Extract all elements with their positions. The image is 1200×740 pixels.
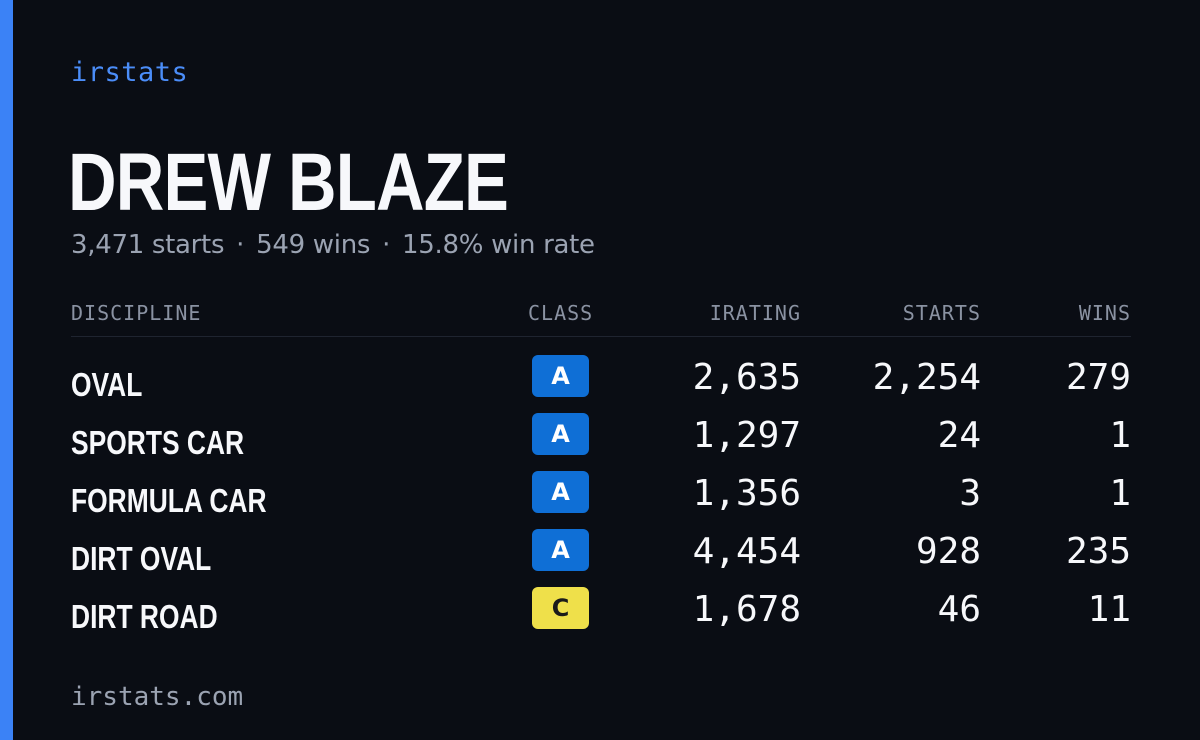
win-rate: 15.8% win rate: [402, 230, 595, 260]
class-badge: A: [532, 355, 589, 397]
wins-value: 279: [1065, 357, 1131, 398]
summary-separator: ·: [236, 230, 245, 260]
starts-value: 928: [915, 531, 981, 572]
table-row: DIRT OVAL A 4,454 928 235: [71, 527, 1131, 585]
discipline-name: OVAL: [71, 366, 143, 403]
starts-value: 46: [937, 589, 981, 630]
driver-summary: 3,471 starts · 549 wins · 15.8% win rate: [71, 228, 595, 262]
total-starts: 3,471 starts: [71, 230, 225, 260]
summary-separator: ·: [382, 230, 391, 260]
discipline-name: DIRT OVAL: [71, 540, 212, 577]
irating-value: 1,356: [692, 473, 801, 514]
table-row: OVAL A 2,635 2,254 279: [71, 353, 1131, 411]
irating-value: 1,678: [692, 589, 801, 630]
footer-url: irstats.com: [71, 682, 244, 712]
irating-value: 2,635: [692, 357, 801, 398]
irating-value: 4,454: [692, 531, 801, 572]
starts-value: 2,254: [872, 357, 981, 398]
class-badge: A: [532, 471, 589, 513]
discipline-name: DIRT ROAD: [71, 598, 218, 635]
header-discipline: DISCIPLINE: [71, 301, 202, 325]
brand-logo-text: irstats: [71, 57, 189, 88]
header-wins: WINS: [1078, 301, 1131, 325]
total-wins: 549 wins: [256, 230, 371, 260]
table-header: DISCIPLINE CLASS IRATING STARTS WINS: [71, 300, 1131, 337]
header-starts: STARTS: [902, 301, 981, 325]
class-badge: C: [532, 587, 589, 629]
table-row: DIRT ROAD C 1,678 46 11: [71, 585, 1131, 643]
table-body: OVAL A 2,635 2,254 279 SPORTS CAR A 1,29…: [71, 337, 1131, 643]
table-row: FORMULA CAR A 1,356 3 1: [71, 469, 1131, 527]
header-class: CLASS: [528, 301, 594, 325]
discipline-name: SPORTS CAR: [71, 424, 245, 461]
wins-value: 11: [1087, 589, 1131, 630]
wins-value: 235: [1065, 531, 1131, 572]
discipline-name: FORMULA CAR: [71, 482, 267, 519]
table-row: SPORTS CAR A 1,297 24 1: [71, 411, 1131, 469]
header-irating: IRATING: [709, 301, 801, 325]
starts-value: 3: [959, 473, 981, 514]
accent-bar: [0, 0, 13, 740]
wins-value: 1: [1109, 473, 1131, 514]
starts-value: 24: [937, 415, 981, 456]
discipline-table: DISCIPLINE CLASS IRATING STARTS WINS OVA…: [71, 300, 1131, 643]
driver-name: DREW BLAZE: [68, 137, 509, 228]
wins-value: 1: [1109, 415, 1131, 456]
irating-value: 1,297: [692, 415, 801, 456]
class-badge: A: [532, 529, 589, 571]
class-badge: A: [532, 413, 589, 455]
